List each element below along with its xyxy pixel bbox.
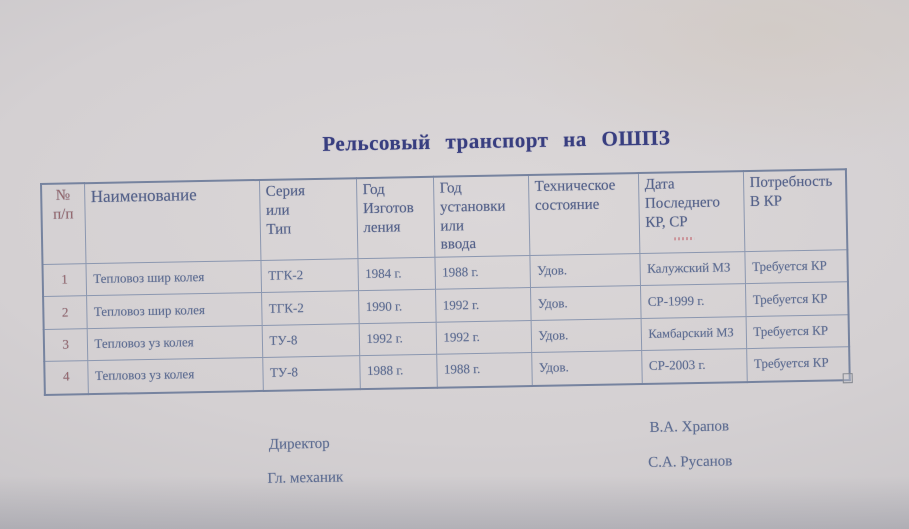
- cell-series: ТГК-2: [261, 290, 359, 326]
- cell-need: Требуется КР: [744, 281, 849, 317]
- cell-last-repair: Камбарский МЗ: [640, 316, 747, 351]
- cell-year-installed: 1992 г.: [435, 287, 531, 323]
- cell-num: 4: [44, 360, 88, 395]
- signature-name: В.А. Храпов: [649, 418, 730, 436]
- cell-need: Требуется КР: [745, 314, 850, 349]
- cell-num: 3: [43, 328, 88, 362]
- header-cell-year-installed: Год установки или ввода: [432, 175, 530, 258]
- header-cell-num: № п/п: [41, 183, 86, 265]
- cell-num: 2: [43, 295, 87, 330]
- signature-name: С.А. Русанов: [648, 453, 733, 471]
- header-cell-last-repair-label: Дата Последнего КР, СР: [644, 176, 721, 231]
- cell-condition: Удов.: [529, 253, 640, 288]
- cell-year-made: 1984 г.: [357, 257, 436, 291]
- cell-condition: Удов.: [530, 318, 642, 353]
- cell-need: Требуется КР: [746, 346, 850, 382]
- signature-role: Гл. механик: [267, 469, 344, 487]
- cell-series: ТУ-8: [262, 355, 360, 391]
- cell-series: ТГК-2: [260, 258, 359, 293]
- cell-num: 1: [42, 263, 87, 297]
- rail-transport-table: № п/п Наименование Серия или Тип Год Изг…: [40, 168, 851, 396]
- cell-year-installed: 1988 г.: [434, 255, 530, 290]
- cell-need: Требуется КР: [744, 249, 848, 284]
- cell-last-repair: СР-2003 г.: [641, 348, 747, 384]
- header-cell-condition: Техническое состояние: [527, 173, 640, 256]
- cell-year-made: 1990 г.: [358, 289, 436, 324]
- cell-last-repair: Калужский МЗ: [639, 251, 745, 286]
- header-cell-last-repair: Дата Последнего КР, СР: [637, 171, 745, 254]
- table-resize-handle: [842, 373, 853, 384]
- cell-series: ТУ-8: [261, 323, 360, 358]
- cell-year-installed: 1988 г.: [436, 352, 532, 388]
- header-cell-series: Серия или Тип: [258, 178, 358, 261]
- cell-name: Тепловоз уз колея: [86, 325, 263, 361]
- page-title: Рельсовый транспорт на ОШПЗ: [322, 125, 671, 156]
- cell-year-installed: 1992 г.: [435, 320, 532, 355]
- header-cell-need: Потребность В КР: [742, 169, 848, 252]
- cell-condition: Удов.: [531, 350, 642, 386]
- cell-name: Тепловоз шир колея: [86, 292, 262, 329]
- signature-role: Директор: [268, 435, 330, 453]
- header-cell-name: Наименование: [84, 179, 261, 264]
- table-header-row: № п/п Наименование Серия или Тип Год Изг…: [41, 169, 848, 265]
- cell-name: Тепловоз уз колея: [87, 357, 263, 394]
- cell-condition: Удов.: [529, 285, 641, 321]
- cell-name: Тепловоз шир колея: [85, 260, 262, 296]
- spellcheck-wavy-underline: [673, 237, 694, 241]
- cell-year-made: 1988 г.: [359, 354, 437, 389]
- header-cell-year-made: Год Изготов ления: [355, 176, 435, 259]
- cell-year-made: 1992 г.: [358, 322, 437, 356]
- cell-last-repair: СР-1999 г.: [639, 283, 746, 319]
